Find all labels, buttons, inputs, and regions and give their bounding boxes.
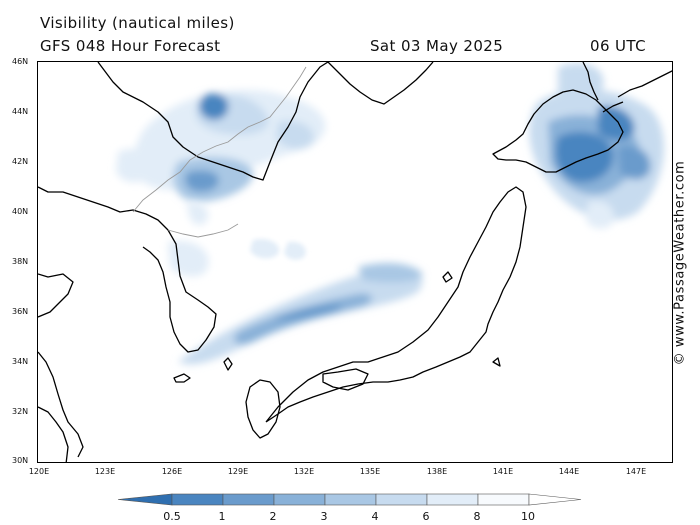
visibility-shading bbox=[116, 63, 665, 365]
forecast-time: 06 UTC bbox=[590, 37, 646, 55]
lat-label: 46N bbox=[12, 57, 29, 66]
lon-label: 129E bbox=[227, 467, 249, 476]
lon-label: 126E bbox=[161, 467, 183, 476]
legend-label: 4 bbox=[371, 510, 379, 523]
legend-label: 6 bbox=[422, 510, 430, 523]
legend-swatch bbox=[171, 493, 224, 506]
lat-label: 36N bbox=[12, 307, 29, 316]
legend-swatch bbox=[375, 493, 428, 506]
lon-label: 144E bbox=[558, 467, 580, 476]
lat-label: 30N bbox=[12, 456, 29, 465]
lat-label: 38N bbox=[12, 257, 29, 266]
site-credit: © www.PassageWeather.com bbox=[672, 160, 688, 366]
lon-label: 120E bbox=[28, 467, 50, 476]
legend-label: 10 bbox=[521, 510, 535, 523]
legend-label: 1 bbox=[218, 510, 226, 523]
lat-label: 42N bbox=[12, 157, 29, 166]
forecast-map[interactable] bbox=[37, 61, 673, 463]
legend-label: 0.5 bbox=[163, 510, 181, 523]
legend-label: 3 bbox=[320, 510, 328, 523]
legend-swatch bbox=[477, 493, 530, 506]
lon-label: 123E bbox=[94, 467, 116, 476]
legend-swatch bbox=[324, 493, 377, 506]
map-title: Visibility (nautical miles) bbox=[40, 14, 235, 32]
lon-label: 138E bbox=[426, 467, 448, 476]
lat-label: 40N bbox=[12, 207, 29, 216]
legend-swatch bbox=[273, 493, 326, 506]
map-canvas bbox=[38, 62, 672, 462]
lon-label: 147E bbox=[625, 467, 647, 476]
borders bbox=[132, 66, 307, 238]
legend-swatch bbox=[222, 493, 275, 506]
lon-label: 132E bbox=[293, 467, 315, 476]
lat-label: 34N bbox=[12, 357, 29, 366]
lon-label: 141E bbox=[492, 467, 514, 476]
legend-arrow-low bbox=[117, 493, 173, 506]
visibility-legend bbox=[117, 493, 582, 506]
lat-label: 32N bbox=[12, 407, 29, 416]
lon-label: 135E bbox=[359, 467, 381, 476]
lat-label: 44N bbox=[12, 107, 29, 116]
legend-label: 2 bbox=[269, 510, 277, 523]
legend-arrow-high bbox=[528, 493, 582, 506]
coastlines bbox=[38, 62, 672, 462]
legend-swatch bbox=[426, 493, 479, 506]
forecast-date: Sat 03 May 2025 bbox=[370, 37, 504, 55]
legend-label: 8 bbox=[473, 510, 481, 523]
forecast-model: GFS 048 Hour Forecast bbox=[40, 37, 221, 55]
